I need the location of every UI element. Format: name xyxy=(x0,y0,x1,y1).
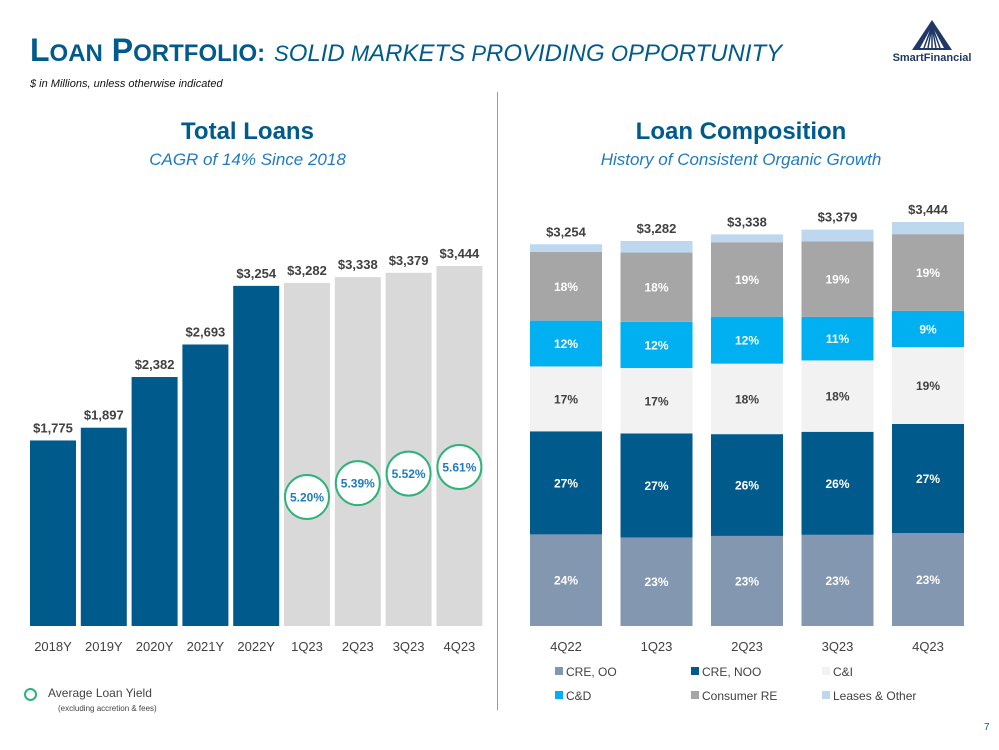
loan-value-label: $3,379 xyxy=(389,253,429,268)
loan-value-label: $2,382 xyxy=(135,357,175,372)
yield-circle-2Q23 xyxy=(334,460,381,507)
loan-category-label: 2Q23 xyxy=(342,639,374,654)
loan-value-label: $1,897 xyxy=(84,408,124,423)
loan-category-label: 2021Y xyxy=(187,639,225,654)
total-loans-subtitle: CAGR of 14% Since 2018 xyxy=(149,150,346,169)
loan-category-label: 2019Y xyxy=(85,639,123,654)
yield-circle-4Q23 xyxy=(436,444,483,490)
loan-bar-3Q23 xyxy=(385,272,432,626)
loan-composition-subtitle: History of Consistent Organic Growth xyxy=(600,150,882,169)
loan-value-label: $3,338 xyxy=(338,257,378,272)
loan-bar-2018Y xyxy=(30,440,76,626)
panel-divider xyxy=(497,92,498,710)
loan-value-label: $2,693 xyxy=(186,325,226,340)
loan-category-label: 2022Y xyxy=(237,639,275,654)
loan-composition-title: Loan Composition xyxy=(635,118,847,145)
loan-category-label: 2018Y xyxy=(34,639,72,654)
loan-category-label: 2020Y xyxy=(136,639,174,654)
yield-label: 5.20% xyxy=(290,491,324,505)
loan-value-label: $3,254 xyxy=(236,266,277,281)
units-note: $ in Millions, unless otherwise indicate… xyxy=(30,78,223,90)
loan-value-label: $1,775 xyxy=(33,420,73,435)
yield-legend-label: Average Loan Yield xyxy=(48,686,152,700)
loan-category-label: 4Q23 xyxy=(443,639,475,654)
company-logo-icon xyxy=(912,20,952,50)
loan-value-label: $3,444 xyxy=(440,246,481,261)
yield-label: 5.52% xyxy=(392,467,426,481)
loan-bar-2020Y xyxy=(131,377,178,626)
slide-title: LOAN PORTFOLIO: SOLID MARKETS PROVIDING … xyxy=(30,32,783,68)
company-logo-text: SmartFinancial xyxy=(892,52,972,64)
loan-bar-2021Y xyxy=(182,344,229,626)
loan-value-label: $3,282 xyxy=(287,263,327,278)
yield-circle-icon xyxy=(24,688,37,701)
yield-legend-note: (excluding accretion & fees) xyxy=(58,704,157,713)
loan-bar-2Q23 xyxy=(334,277,381,626)
yield-label: 5.61% xyxy=(442,461,476,475)
total-loans-title: Total Loans xyxy=(181,118,314,145)
yield-circle-1Q23 xyxy=(284,474,330,520)
yield-label: 5.39% xyxy=(341,477,375,491)
loan-bar-1Q23 xyxy=(284,282,330,626)
yield-circle-3Q23 xyxy=(385,450,432,497)
loan-bar-2022Y xyxy=(233,285,280,626)
loan-category-label: 3Q23 xyxy=(393,639,425,654)
loan-category-label: 1Q23 xyxy=(291,639,323,654)
loan-bar-2019Y xyxy=(80,427,127,626)
page-number: 7 xyxy=(984,722,990,733)
